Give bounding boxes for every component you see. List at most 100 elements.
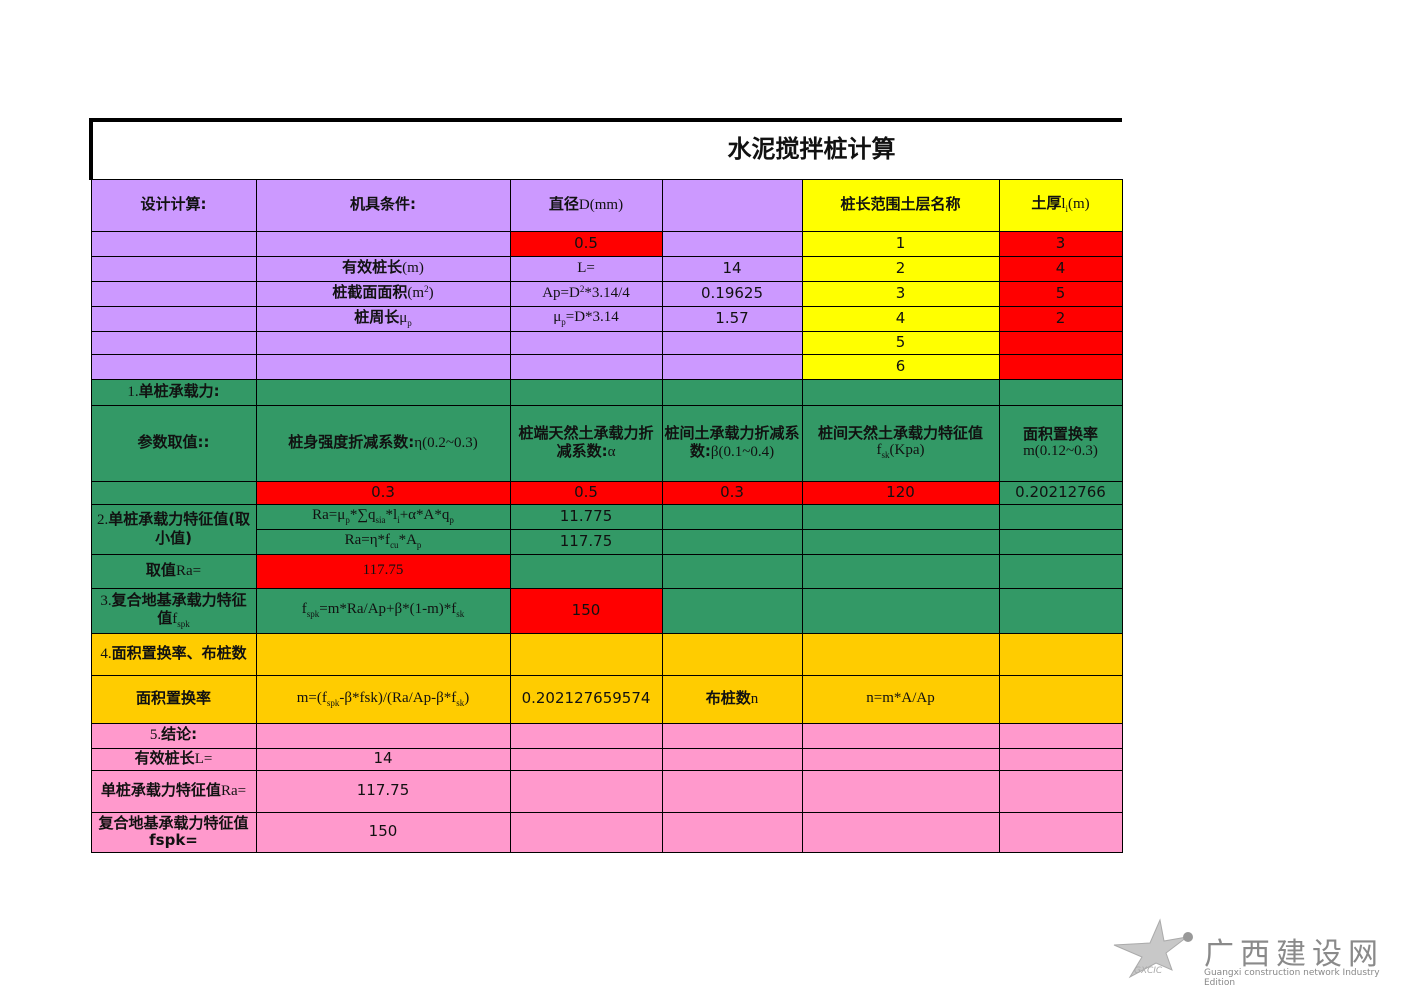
cell-col-d[interactable] bbox=[661, 811, 803, 853]
cell-label[interactable]: 单桩承载力特征值Ra= bbox=[90, 769, 257, 813]
cell-col-f[interactable] bbox=[998, 747, 1123, 771]
cell-col-f[interactable] bbox=[998, 632, 1123, 676]
cell-col-c[interactable]: 桩端天然土承载力折减系数:α bbox=[509, 404, 663, 482]
cell-label[interactable]: 5.结论: bbox=[90, 722, 257, 749]
cell-col-c[interactable] bbox=[509, 769, 663, 813]
cell-col-f[interactable]: 0.20212766 bbox=[998, 480, 1123, 505]
cell-label[interactable]: 取值Ra= bbox=[90, 553, 257, 589]
cell-label[interactable]: 有效桩长L= bbox=[90, 747, 257, 771]
cell-col-e[interactable] bbox=[801, 769, 1000, 813]
cell-col-d[interactable]: 桩间土承载力折减系数:β(0.1~0.4) bbox=[661, 404, 803, 482]
cell-col-e[interactable]: 6 bbox=[801, 353, 1000, 380]
cell-col-f[interactable]: 2 bbox=[998, 305, 1123, 332]
cell-label[interactable]: 复合地基承载力特征值fspk= bbox=[90, 811, 257, 853]
cell-col-e[interactable]: 1 bbox=[801, 230, 1000, 257]
cell-col-b[interactable]: fspk=m*Ra/Ap+β*(1-m)*fsk bbox=[255, 587, 511, 634]
cell-col-b[interactable] bbox=[255, 378, 511, 406]
cell-col-f[interactable]: 面积置换率m(0.12~0.3) bbox=[998, 404, 1123, 482]
cell-col-e[interactable] bbox=[801, 528, 1000, 555]
cell-label[interactable]: 3.复合地基承载力特征值fspk bbox=[90, 587, 257, 634]
cell-col-b[interactable]: 机具条件: bbox=[255, 178, 511, 232]
cell-col-c[interactable] bbox=[509, 722, 663, 749]
cell-col-b[interactable]: 117.75 bbox=[255, 769, 511, 813]
cell-col-e[interactable]: 4 bbox=[801, 305, 1000, 332]
cell-col-f[interactable] bbox=[998, 674, 1123, 724]
cell-col-b[interactable]: 117.75 bbox=[255, 553, 511, 589]
cell-col-d[interactable] bbox=[661, 528, 803, 555]
cell-col-c[interactable] bbox=[509, 330, 663, 355]
cell-col-e[interactable]: 桩间天然土承载力特征值fsk(Kpa) bbox=[801, 404, 1000, 482]
cell-label[interactable] bbox=[90, 480, 257, 505]
cell-col-d[interactable] bbox=[661, 632, 803, 676]
cell-col-f[interactable] bbox=[998, 378, 1123, 406]
cell-col-c[interactable] bbox=[509, 811, 663, 853]
cell-col-b[interactable]: 0.3 bbox=[255, 480, 511, 505]
cell-col-b[interactable] bbox=[255, 722, 511, 749]
cell-col-f[interactable]: 4 bbox=[998, 255, 1123, 282]
cell-col-d[interactable]: 布桩数n bbox=[661, 674, 803, 724]
cell-col-b[interactable] bbox=[255, 330, 511, 355]
cell-col-d[interactable] bbox=[661, 353, 803, 380]
cell-col-e[interactable] bbox=[801, 378, 1000, 406]
cell-col-c[interactable] bbox=[509, 747, 663, 771]
cell-col-c[interactable]: μp=D*3.14 bbox=[509, 305, 663, 332]
cell-col-d[interactable] bbox=[661, 769, 803, 813]
cell-label[interactable] bbox=[90, 305, 257, 332]
cell-col-c[interactable]: 直径D(mm) bbox=[509, 178, 663, 232]
cell-col-f[interactable] bbox=[998, 811, 1123, 853]
cell-col-e[interactable] bbox=[801, 587, 1000, 634]
cell-label[interactable]: 2.单桩承载力特征值(取小值) bbox=[90, 503, 257, 555]
cell-col-c[interactable] bbox=[509, 553, 663, 589]
cell-label[interactable]: 4.面积置换率、布桩数 bbox=[90, 632, 257, 676]
cell-col-c[interactable]: 117.75 bbox=[509, 528, 663, 555]
cell-col-e[interactable]: 5 bbox=[801, 330, 1000, 355]
cell-col-b[interactable] bbox=[255, 353, 511, 380]
cell-col-f[interactable]: 5 bbox=[998, 280, 1123, 307]
cell-col-f[interactable] bbox=[998, 330, 1123, 355]
cell-col-c[interactable]: 150 bbox=[509, 587, 663, 634]
cell-col-b[interactable]: 桩身强度折减系数:η(0.2~0.3) bbox=[255, 404, 511, 482]
cell-col-d[interactable] bbox=[661, 553, 803, 589]
cell-col-d[interactable]: 14 bbox=[661, 255, 803, 282]
cell-label[interactable] bbox=[90, 255, 257, 282]
cell-col-e[interactable]: 桩长范围土层名称 bbox=[801, 178, 1000, 232]
cell-label[interactable] bbox=[90, 330, 257, 355]
cell-col-d[interactable] bbox=[661, 503, 803, 530]
cell-col-c[interactable]: 0.5 bbox=[509, 230, 663, 257]
cell-col-d[interactable] bbox=[661, 230, 803, 257]
cell-col-f[interactable] bbox=[998, 528, 1123, 555]
cell-col-d[interactable]: 1.57 bbox=[661, 305, 803, 332]
cell-col-e[interactable]: 3 bbox=[801, 280, 1000, 307]
cell-label[interactable]: 设计计算: bbox=[90, 178, 257, 232]
cell-col-b[interactable]: 有效桩长(m) bbox=[255, 255, 511, 282]
cell-col-b[interactable]: 14 bbox=[255, 747, 511, 771]
cell-col-e[interactable]: 120 bbox=[801, 480, 1000, 505]
cell-col-c[interactable] bbox=[509, 378, 663, 406]
cell-col-c[interactable]: Ap=D2*3.14/4 bbox=[509, 280, 663, 307]
cell-col-b[interactable]: m=(fspk-β*fsk)/(Ra/Ap-β*fsk) bbox=[255, 674, 511, 724]
cell-col-b[interactable]: Ra=μp*∑qsia*li+α*A*qp bbox=[255, 503, 511, 530]
cell-col-e[interactable] bbox=[801, 722, 1000, 749]
cell-col-d[interactable] bbox=[661, 330, 803, 355]
cell-col-b[interactable] bbox=[255, 632, 511, 676]
cell-label[interactable] bbox=[90, 353, 257, 380]
cell-col-e[interactable] bbox=[801, 811, 1000, 853]
cell-col-c[interactable] bbox=[509, 353, 663, 380]
cell-col-e[interactable] bbox=[801, 747, 1000, 771]
cell-col-e[interactable] bbox=[801, 503, 1000, 530]
cell-col-d[interactable]: 0.3 bbox=[661, 480, 803, 505]
cell-col-e[interactable] bbox=[801, 632, 1000, 676]
cell-col-f[interactable] bbox=[998, 553, 1123, 589]
cell-col-f[interactable]: 土厚li(m) bbox=[998, 178, 1123, 232]
cell-col-f[interactable] bbox=[998, 587, 1123, 634]
cell-col-f[interactable]: 3 bbox=[998, 230, 1123, 257]
cell-col-b[interactable]: 桩周长μp bbox=[255, 305, 511, 332]
cell-col-f[interactable] bbox=[998, 353, 1123, 380]
cell-col-f[interactable] bbox=[998, 503, 1123, 530]
cell-col-f[interactable] bbox=[998, 722, 1123, 749]
cell-col-e[interactable]: n=m*A/Ap bbox=[801, 674, 1000, 724]
cell-label[interactable] bbox=[90, 280, 257, 307]
cell-col-c[interactable]: 11.775 bbox=[509, 503, 663, 530]
cell-col-e[interactable] bbox=[801, 553, 1000, 589]
cell-label[interactable]: 面积置换率 bbox=[90, 674, 257, 724]
